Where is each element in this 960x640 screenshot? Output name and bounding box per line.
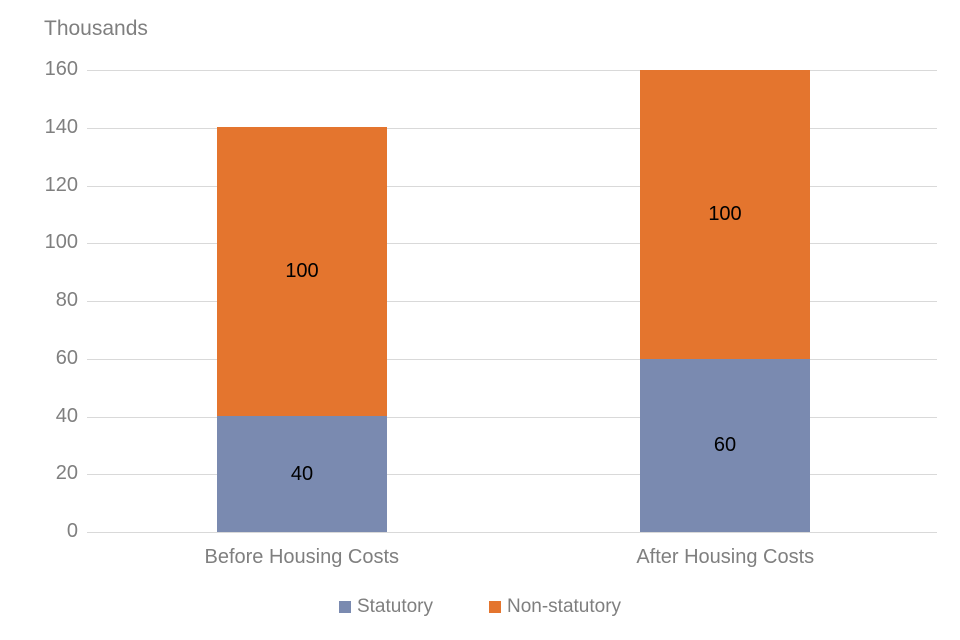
y-axis-tick-label: 0 [66,520,78,543]
legend-swatch [338,601,351,613]
gridline [87,301,937,302]
bar-value-label: 100 [708,203,742,225]
gridline [87,532,937,533]
x-axis-category-label: Before Housing Costs [204,546,400,568]
legend-item-statutory: Statutory [338,596,433,618]
y-axis-tick-label: 40 [55,404,78,427]
legend: Statutory Non-statutory [0,596,960,618]
y-axis-tick-label: 160 [44,58,78,81]
y-axis-tick-label: 80 [55,289,78,312]
legend-swatch [489,601,501,613]
bar-segment-statutory: 60 [640,359,810,532]
legend-label: Statutory [356,596,433,617]
y-axis-tick-label: 60 [55,346,78,369]
y-axis-units-title: Thousands [44,17,148,40]
legend-item-non-statutory: Non-statutory [489,596,621,618]
bar-value-label: 40 [290,462,314,485]
bar-segment-non-statutory: 100 [640,70,810,359]
plot-area: 40 100 Before Housing Costs 60 100 After Hous… [87,70,937,568]
gridline [87,128,937,129]
gridline [87,70,937,71]
y-axis-tick-label: 20 [55,462,78,485]
gridline [87,417,937,418]
legend-label: Non-statutory [507,596,622,617]
bar-segment-statutory: 40 [217,416,387,532]
y-axis: 0 20 40 60 80 100 120 140 160 [0,58,78,542]
bar-value-label: 60 [713,434,737,456]
gridline [87,243,937,244]
gridline [87,474,937,475]
gridline [87,359,937,360]
gridline [87,186,937,187]
y-axis-tick-label: 100 [44,231,78,254]
y-axis-tick-label: 120 [44,173,78,196]
y-axis-tick-label: 140 [44,115,78,138]
bar-value-label: 100 [285,260,319,282]
x-axis-category-label: After Housing Costs [636,546,815,568]
bar-segment-non-statutory: 100 [217,127,387,416]
